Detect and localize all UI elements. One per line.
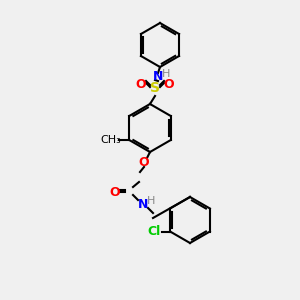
Text: S: S <box>150 81 160 95</box>
Text: N: N <box>138 197 148 211</box>
Text: CH₃: CH₃ <box>101 135 122 145</box>
Text: N: N <box>153 70 163 83</box>
Text: O: O <box>139 155 149 169</box>
Text: O: O <box>110 185 120 199</box>
Text: H: H <box>162 69 170 79</box>
Text: H: H <box>147 196 155 206</box>
Text: Cl: Cl <box>148 225 161 238</box>
Text: O: O <box>136 77 146 91</box>
Text: O: O <box>164 77 174 91</box>
